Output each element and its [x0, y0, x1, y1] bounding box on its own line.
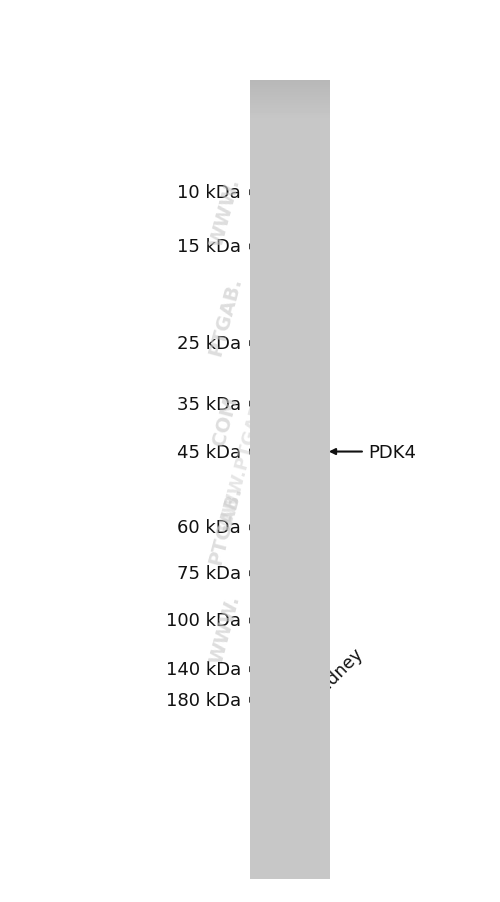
Bar: [256, 454, 318, 456]
Bar: [256, 447, 318, 450]
Text: 10 kDa: 10 kDa: [177, 184, 241, 202]
Text: 15 kDa: 15 kDa: [177, 238, 241, 256]
Text: 180 kDa: 180 kDa: [166, 691, 241, 709]
Text: 35 kDa: 35 kDa: [176, 395, 241, 413]
Bar: [256, 446, 318, 448]
Bar: [256, 450, 318, 453]
Bar: [256, 436, 318, 438]
Text: WWW.: WWW.: [207, 176, 244, 249]
Bar: [256, 434, 318, 437]
Text: 75 kDa: 75 kDa: [176, 565, 241, 583]
Bar: [256, 456, 318, 458]
Bar: [256, 464, 318, 466]
Text: PTGAB.: PTGAB.: [206, 483, 245, 566]
Bar: [256, 459, 318, 462]
Bar: [256, 437, 318, 441]
Bar: [256, 442, 318, 445]
Bar: [256, 465, 318, 467]
Bar: [256, 466, 318, 469]
Bar: [256, 445, 318, 447]
Bar: [256, 439, 318, 442]
Bar: [256, 451, 318, 454]
Bar: [256, 443, 318, 446]
Bar: [256, 456, 318, 459]
Bar: [256, 458, 318, 461]
Text: 60 kDa: 60 kDa: [177, 519, 241, 537]
Text: 140 kDa: 140 kDa: [166, 660, 241, 678]
Text: COM: COM: [210, 394, 241, 447]
Bar: [256, 461, 318, 464]
Bar: [256, 431, 318, 434]
Text: PDK4: PDK4: [368, 443, 416, 461]
Bar: [256, 437, 318, 439]
Bar: [256, 433, 318, 436]
Text: 45 kDa: 45 kDa: [176, 443, 241, 461]
Text: WWW.: WWW.: [207, 593, 244, 666]
Text: 100 kDa: 100 kDa: [166, 612, 241, 630]
Bar: [256, 469, 318, 472]
Bar: [256, 470, 318, 473]
Bar: [257, 447, 318, 456]
Text: PTGAB.: PTGAB.: [206, 275, 245, 358]
Text: 25 kDa: 25 kDa: [176, 335, 241, 353]
Bar: [256, 453, 318, 456]
Bar: [256, 440, 318, 444]
Bar: [256, 467, 318, 470]
Text: mouse kidney: mouse kidney: [267, 645, 366, 744]
Bar: [256, 448, 318, 451]
Bar: [256, 462, 318, 465]
Text: WWW.PTGAB.COM: WWW.PTGAB.COM: [216, 349, 282, 534]
